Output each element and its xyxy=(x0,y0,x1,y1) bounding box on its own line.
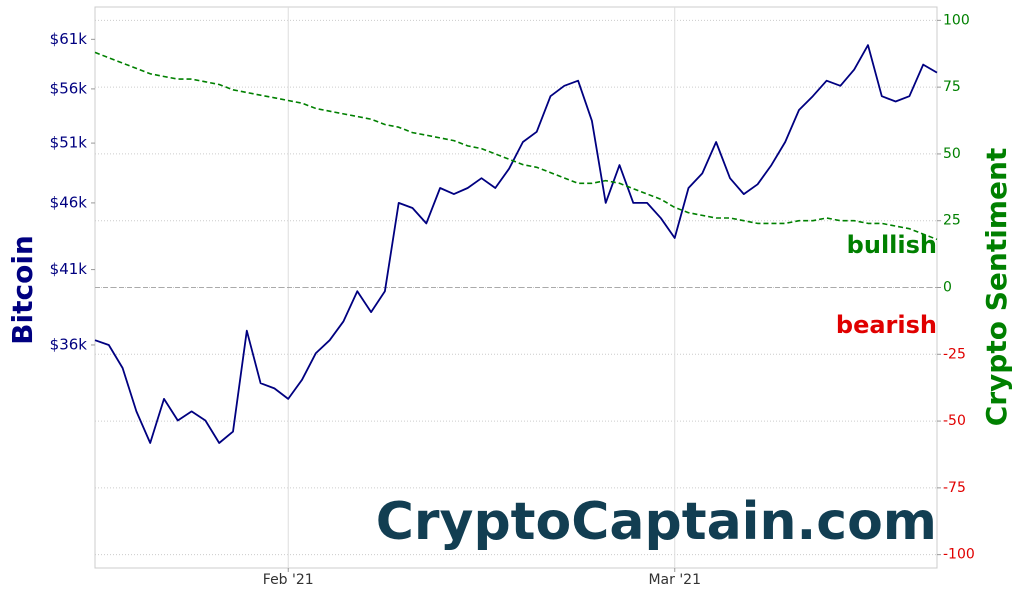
y2-tick-label: 0 xyxy=(943,280,952,296)
y2-tick-label: 25 xyxy=(943,213,961,229)
y2-tick-label: 100 xyxy=(943,12,970,28)
y2-tick-label: -100 xyxy=(943,547,975,563)
y-tick-label: $41k xyxy=(50,260,88,278)
annotation: bullish xyxy=(847,231,937,259)
series-line xyxy=(94,44,938,444)
y-tick-label: $46k xyxy=(50,193,88,211)
x-tick-label: Feb '21 xyxy=(263,572,314,588)
y2-tick-label: 50 xyxy=(943,146,961,162)
y2-axis-label: Crypto Sentiment xyxy=(980,148,1013,427)
y-tick-label: $36k xyxy=(50,335,88,353)
y-axis-label: Bitcoin xyxy=(6,235,39,345)
y2-tick-label: -25 xyxy=(943,346,966,362)
y2-tick-label: 75 xyxy=(943,79,961,95)
y2-tick-label: -75 xyxy=(943,480,966,496)
y-tick-label: $51k xyxy=(50,134,88,152)
y2-tick-label: -50 xyxy=(943,413,966,429)
x-tick-label: Mar '21 xyxy=(648,572,701,588)
y-tick-label: $56k xyxy=(50,79,88,97)
series-line xyxy=(94,51,938,241)
watermark: CryptoCaptain.com xyxy=(376,492,937,552)
annotation: bearish xyxy=(836,311,937,339)
y-tick-label: $61k xyxy=(50,30,88,48)
